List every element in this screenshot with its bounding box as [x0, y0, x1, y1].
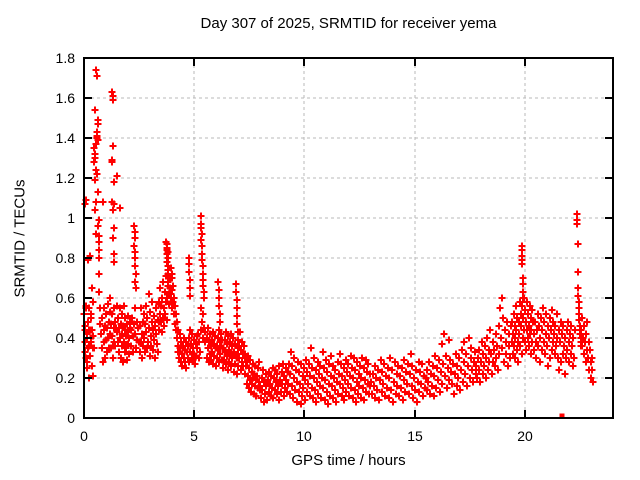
- x-tick-label: 10: [296, 428, 312, 444]
- axis-border: [83, 57, 614, 419]
- x-axis-title: GPS time / hours: [291, 452, 406, 469]
- y-tick-label: 1: [67, 210, 75, 226]
- x-tick-label: 0: [80, 428, 88, 444]
- y-tick-label: 0.4: [56, 330, 76, 346]
- y-tick-label: 1.2: [56, 170, 76, 186]
- x-tick-label: 5: [190, 428, 198, 444]
- data-points-SRMTID: [80, 66, 597, 408]
- x-tick-label: 15: [407, 428, 423, 444]
- flagged-data-point: [559, 413, 565, 419]
- y-tick-label: 1.4: [56, 130, 76, 146]
- chart-title: Day 307 of 2025, SRMTID for receiver yem…: [200, 15, 497, 32]
- y-tick-label: 0.6: [56, 290, 76, 306]
- tick-marks: [83, 57, 613, 419]
- y-tick-label: 1.8: [56, 50, 76, 66]
- x-tick-label: 20: [517, 428, 533, 444]
- y-tick-label: 0.8: [56, 250, 76, 266]
- y-tick-label: 1.6: [56, 90, 76, 106]
- y-tick-label: 0.2: [56, 370, 76, 386]
- y-tick-label: 0: [67, 410, 75, 426]
